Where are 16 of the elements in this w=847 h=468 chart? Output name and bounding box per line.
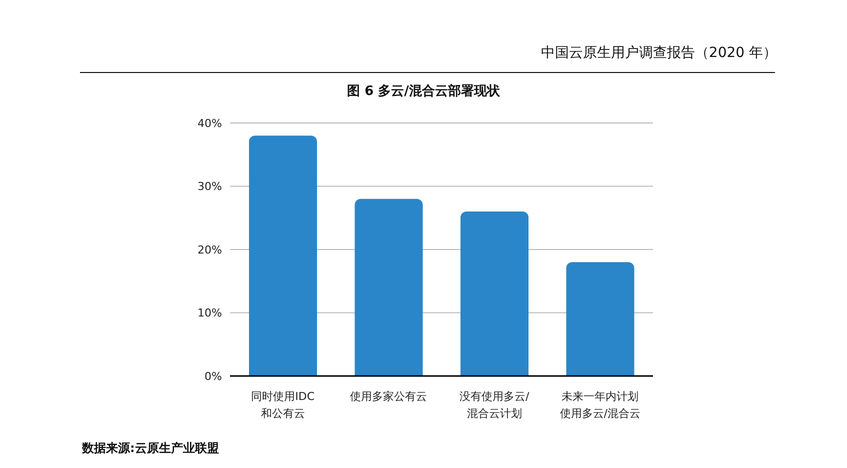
bar xyxy=(460,212,528,376)
x-tick-label: 没有使用多云/混合云计划 xyxy=(458,389,530,422)
x-tick-label: 未来一年内计划使用多云/混合云 xyxy=(558,389,642,422)
y-tick-label: 20% xyxy=(198,243,222,256)
y-tick-label: 10% xyxy=(198,306,222,320)
source-note: 数据来源:云原生产业联盟 xyxy=(82,440,219,457)
x-tick-label: 同时使用IDC和公有云 xyxy=(250,389,316,422)
chart-subtitle: 中国云原生用户调查报告（2020 年） xyxy=(540,44,777,62)
bar xyxy=(249,136,317,376)
chart-title: 图 6 多云/混合云部署现状 xyxy=(346,82,501,100)
bar xyxy=(354,198,423,376)
x-tick-label: 使用多家公有云 xyxy=(349,389,428,405)
bar xyxy=(566,262,634,376)
y-tick-label: 0% xyxy=(204,370,222,383)
y-tick-label: 30% xyxy=(198,180,222,194)
y-tick-label: 40% xyxy=(198,116,222,130)
